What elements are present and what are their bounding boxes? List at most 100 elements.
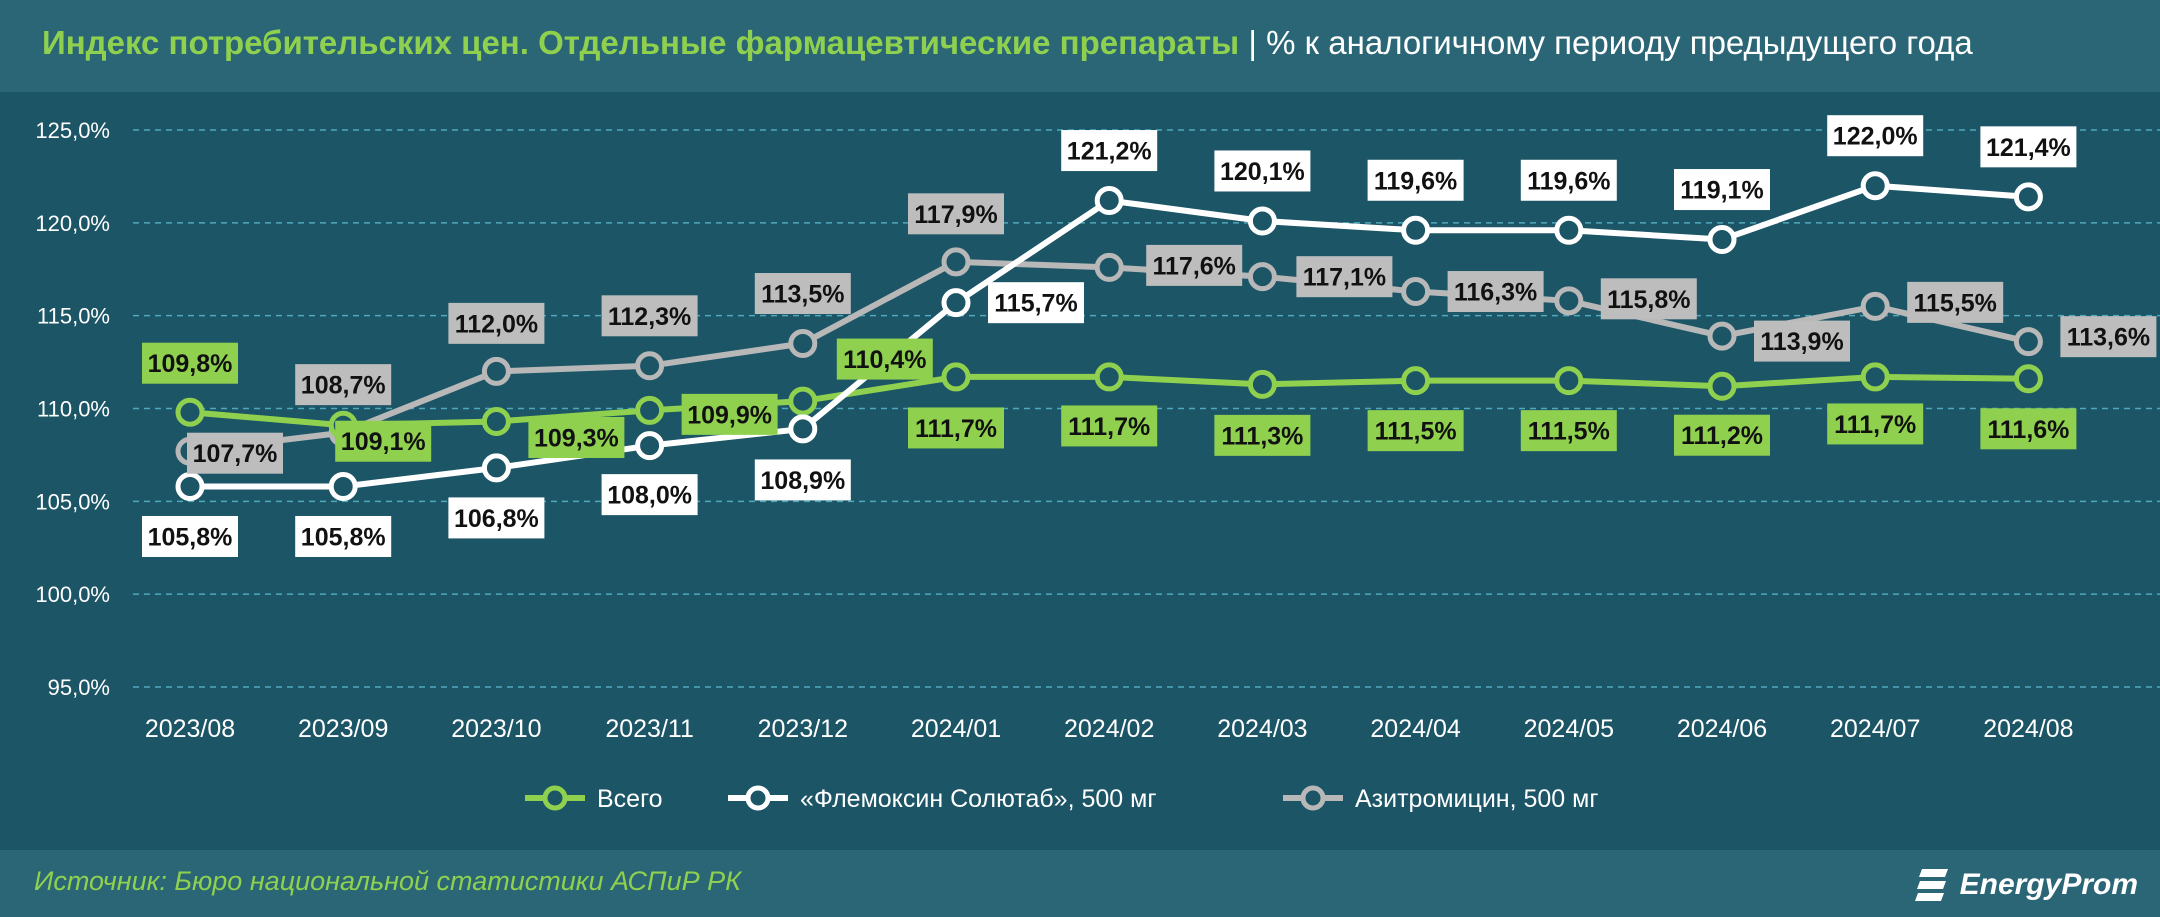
- data-label: 117,9%: [914, 201, 997, 229]
- source-note: Источник: Бюро национальной статистики А…: [34, 866, 742, 896]
- data-label: 115,5%: [1913, 289, 1996, 317]
- data-label: 116,3%: [1454, 279, 1537, 307]
- x-tick-label: 2024/08: [1983, 715, 2073, 743]
- x-tick-label: 2023/08: [145, 715, 235, 743]
- data-point: [635, 431, 665, 461]
- data-label: 108,7%: [301, 372, 386, 400]
- x-tick-label: 2024/05: [1524, 715, 1614, 743]
- data-label: 109,3%: [534, 424, 619, 452]
- legend-label: Азитромицин, 500 мг: [1355, 785, 1598, 813]
- data-label-box: [1061, 405, 1158, 447]
- data-label: 115,7%: [994, 290, 1077, 318]
- data-label-box: [1296, 256, 1393, 298]
- data-point: [1707, 371, 1737, 401]
- data-label-box: [1674, 414, 1770, 456]
- data-point: [788, 329, 818, 359]
- y-tick-label: 100,0%: [35, 582, 110, 607]
- data-label-box: [601, 474, 698, 516]
- data-label-box: [1214, 414, 1311, 456]
- data-label: 119,1%: [1680, 177, 1763, 205]
- data-label-box: [142, 342, 238, 384]
- data-point: [941, 247, 971, 277]
- data-label: 117,1%: [1303, 264, 1386, 292]
- data-label-box: [1907, 281, 2004, 323]
- legend-marker: [745, 785, 771, 811]
- chart-header: Индекс потребительских цен. Отдельные фа…: [0, 0, 2160, 92]
- data-label: 115,8%: [1607, 286, 1690, 314]
- data-label: 105,8%: [301, 523, 386, 551]
- data-label: 105,8%: [148, 523, 233, 551]
- data-label: 111,7%: [1834, 411, 1916, 439]
- data-label-box: [1146, 244, 1243, 286]
- data-point: [1860, 362, 1890, 392]
- x-tick-label: 2023/12: [758, 715, 848, 743]
- data-label-box: [1754, 320, 1850, 362]
- data-point: [2013, 327, 2043, 357]
- data-point: [1554, 286, 1584, 316]
- data-label: 111,2%: [1681, 422, 1763, 450]
- y-tick-label: 115,0%: [37, 304, 110, 329]
- data-label-box: [448, 302, 545, 344]
- data-label: 122,0%: [1833, 123, 1918, 151]
- data-label-box: [681, 393, 778, 435]
- data-point: [1094, 362, 1124, 392]
- data-point: [481, 406, 511, 436]
- data-point: [788, 414, 818, 444]
- data-point: [635, 351, 665, 381]
- data-label-box: [754, 459, 851, 501]
- data-point: [481, 453, 511, 483]
- x-tick-label: 2024/04: [1370, 715, 1460, 743]
- data-label: 119,6%: [1374, 167, 1457, 195]
- data-point: [635, 395, 665, 425]
- x-tick-label: 2023/09: [298, 715, 388, 743]
- data-label-box: [908, 407, 1004, 449]
- data-point: [1554, 215, 1584, 245]
- y-tick-label: 125,0%: [35, 118, 110, 143]
- y-tick-label: 110,0%: [37, 397, 110, 422]
- data-point: [1860, 171, 1890, 201]
- data-point: [1247, 369, 1277, 399]
- data-point: [1401, 215, 1431, 245]
- data-label: 111,6%: [1987, 416, 2069, 444]
- data-label-box: [1674, 169, 1770, 211]
- data-point: [481, 356, 511, 386]
- data-label: 113,9%: [1760, 328, 1843, 356]
- x-tick-label: 2024/06: [1677, 715, 1767, 743]
- data-point: [1094, 252, 1124, 282]
- data-label: 112,3%: [608, 303, 691, 331]
- data-point: [1247, 206, 1277, 236]
- data-label: 109,8%: [148, 350, 233, 378]
- data-point: [328, 471, 358, 501]
- data-point: [1707, 225, 1737, 255]
- data-label-box: [295, 364, 392, 406]
- data-point: [788, 386, 818, 416]
- data-label: 107,7%: [193, 440, 278, 468]
- data-point: [1401, 277, 1431, 307]
- data-label: 120,1%: [1220, 158, 1305, 186]
- data-label: 111,5%: [1375, 418, 1457, 446]
- data-label: 121,2%: [1067, 138, 1152, 166]
- data-label-box: [1827, 115, 1924, 157]
- legend-marker: [542, 785, 568, 811]
- data-label: 108,0%: [607, 482, 692, 510]
- brand-name: EnergyProm: [1959, 868, 2138, 901]
- data-point: [1247, 262, 1277, 292]
- chart-footer: Источник: Бюро национальной статистики А…: [0, 850, 2160, 917]
- data-label-box: [908, 193, 1004, 235]
- data-label: 110,4%: [843, 346, 926, 374]
- data-point: [1094, 186, 1124, 216]
- legend-label: «Флемоксин Солютаб», 500 мг: [800, 785, 1156, 813]
- data-label-box: [1600, 278, 1697, 320]
- x-tick-label: 2024/03: [1217, 715, 1307, 743]
- energyprom-logo-icon: [1914, 869, 1948, 901]
- x-tick-label: 2024/01: [911, 715, 1001, 743]
- data-label: 119,6%: [1527, 167, 1610, 195]
- data-label-box: [2060, 316, 2157, 358]
- data-label-box: [754, 273, 851, 315]
- data-label-box: [1980, 408, 2077, 450]
- chart-title: Индекс потребительских цен. Отдельные фа…: [42, 22, 1973, 65]
- data-label: 111,7%: [1068, 413, 1150, 441]
- data-label-box: [187, 432, 283, 474]
- data-label: 109,1%: [341, 428, 426, 456]
- data-label-box: [1980, 126, 2077, 168]
